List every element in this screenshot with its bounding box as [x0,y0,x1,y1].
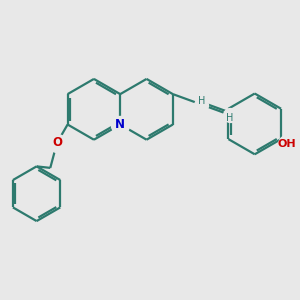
Text: H: H [198,96,205,106]
Text: OH: OH [278,139,296,149]
Text: O: O [52,136,62,149]
Text: N: N [115,118,125,131]
Text: H: H [226,113,234,123]
